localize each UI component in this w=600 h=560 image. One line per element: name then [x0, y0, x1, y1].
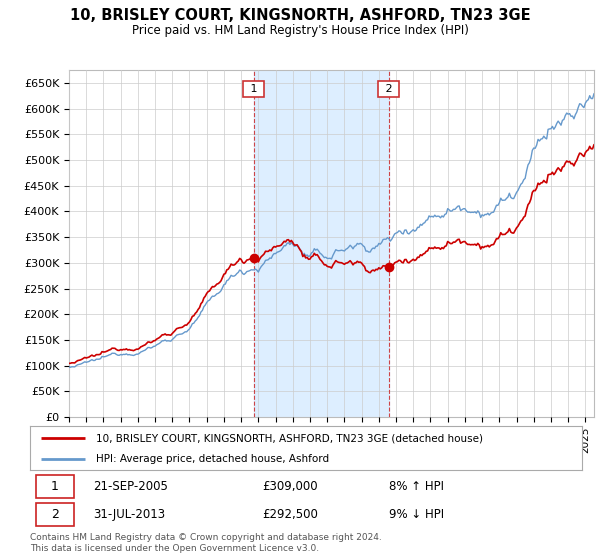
- Text: 9% ↓ HPI: 9% ↓ HPI: [389, 508, 444, 521]
- Text: 21-SEP-2005: 21-SEP-2005: [94, 480, 169, 493]
- Text: 2: 2: [382, 84, 396, 94]
- FancyBboxPatch shape: [35, 503, 74, 526]
- Bar: [254, 70, 389, 417]
- Text: 2: 2: [51, 508, 59, 521]
- Text: 10, BRISLEY COURT, KINGSNORTH, ASHFORD, TN23 3GE: 10, BRISLEY COURT, KINGSNORTH, ASHFORD, …: [70, 8, 530, 24]
- Text: Price paid vs. HM Land Registry's House Price Index (HPI): Price paid vs. HM Land Registry's House …: [131, 24, 469, 36]
- Text: £309,000: £309,000: [262, 480, 317, 493]
- Text: 8% ↑ HPI: 8% ↑ HPI: [389, 480, 444, 493]
- Text: Contains HM Land Registry data © Crown copyright and database right 2024.
This d: Contains HM Land Registry data © Crown c…: [30, 533, 382, 553]
- Text: HPI: Average price, detached house, Ashford: HPI: Average price, detached house, Ashf…: [96, 454, 329, 464]
- FancyBboxPatch shape: [35, 475, 74, 498]
- Text: 1: 1: [51, 480, 59, 493]
- Text: £292,500: £292,500: [262, 508, 318, 521]
- Text: 31-JUL-2013: 31-JUL-2013: [94, 508, 166, 521]
- Text: 1: 1: [247, 84, 260, 94]
- Text: 10, BRISLEY COURT, KINGSNORTH, ASHFORD, TN23 3GE (detached house): 10, BRISLEY COURT, KINGSNORTH, ASHFORD, …: [96, 433, 483, 443]
